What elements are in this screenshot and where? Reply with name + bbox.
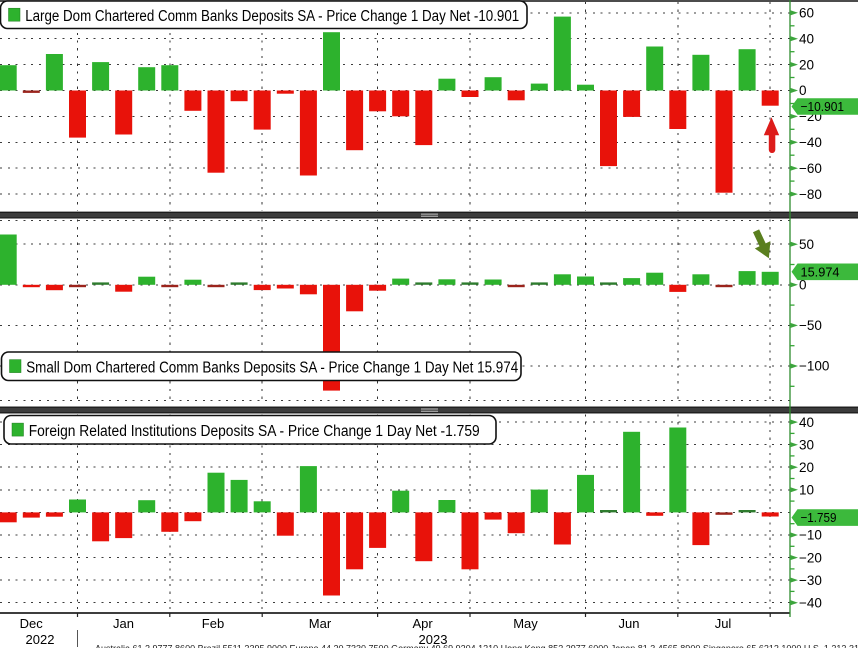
- svg-text:−10: −10: [799, 528, 822, 543]
- svg-text:May: May: [513, 616, 538, 631]
- svg-text:0: 0: [799, 83, 807, 98]
- svg-text:−10.901: −10.901: [801, 99, 845, 114]
- svg-text:Jan: Jan: [113, 616, 134, 631]
- svg-text:−100: −100: [799, 359, 829, 374]
- svg-text:Mar: Mar: [309, 616, 332, 631]
- svg-text:Jun: Jun: [619, 616, 640, 631]
- svg-text:Feb: Feb: [202, 616, 224, 631]
- svg-text:10: 10: [799, 483, 814, 498]
- svg-text:20: 20: [799, 57, 814, 72]
- svg-text:20: 20: [799, 460, 814, 475]
- svg-text:Large Dom Chartered Comm Banks: Large Dom Chartered Comm Banks Deposits …: [25, 8, 519, 25]
- svg-text:0: 0: [799, 278, 807, 293]
- svg-text:50: 50: [799, 237, 814, 252]
- svg-text:−60: −60: [799, 161, 822, 176]
- svg-text:−30: −30: [799, 573, 822, 588]
- svg-text:30: 30: [799, 437, 814, 452]
- svg-text:−50: −50: [799, 318, 822, 333]
- svg-text:−80: −80: [799, 187, 822, 202]
- svg-text:−1.759: −1.759: [801, 510, 837, 525]
- svg-text:40: 40: [799, 415, 814, 430]
- svg-text:2023: 2023: [419, 632, 448, 647]
- svg-text:−20: −20: [799, 550, 822, 565]
- svg-text:Australia 61 2 9777 8600 Brazi: Australia 61 2 9777 8600 Brazil 5511 239…: [95, 644, 858, 648]
- svg-text:60: 60: [799, 6, 814, 21]
- svg-text:Jul: Jul: [715, 616, 732, 631]
- svg-text:Foreign Related Institutions D: Foreign Related Institutions Deposits SA…: [29, 423, 480, 440]
- svg-text:40: 40: [799, 31, 814, 46]
- svg-text:−40: −40: [799, 135, 822, 150]
- svg-text:Apr: Apr: [412, 616, 433, 631]
- svg-text:2022: 2022: [26, 632, 55, 647]
- svg-text:Small Dom Chartered Comm Banks: Small Dom Chartered Comm Banks Deposits …: [26, 359, 518, 376]
- svg-text:15.974: 15.974: [801, 264, 840, 279]
- svg-text:Dec: Dec: [20, 616, 44, 631]
- svg-text:−40: −40: [799, 595, 822, 610]
